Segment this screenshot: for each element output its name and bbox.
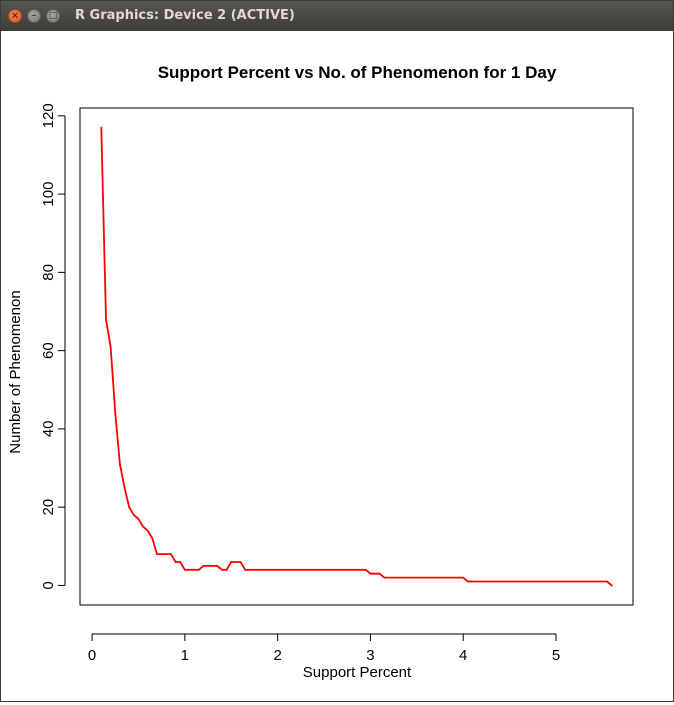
y-axis-label: Number of Phenomenon [7,290,24,453]
series-line [100,126,613,587]
data-point [128,506,131,509]
y-tick-label: 0 [40,581,57,589]
y-tick-label: 80 [40,264,57,281]
minimize-button[interactable]: – [27,9,41,23]
series-layer [100,126,613,587]
x-tick-label: 4 [459,647,467,664]
data-point [244,568,247,571]
data-point [142,525,144,528]
y-axis: 0 20 40 60 80 100 120 [40,103,66,590]
y-tick-label: 40 [40,421,57,438]
data-point [197,568,200,571]
y-tick-label: 100 [40,182,57,207]
x-axis-label: Support Percent [303,664,412,681]
data-point [378,572,381,575]
data-point [383,576,386,579]
data-point [239,561,242,563]
x-axis: 0 1 2 3 4 5 [88,633,560,664]
data-point [225,568,228,571]
data-point [216,564,219,567]
data-point [118,463,121,466]
chart-title: Support Percent vs No. of Phenomenon for… [158,63,557,82]
data-point [179,561,182,563]
title-bar[interactable]: × – □ R Graphics: Device 2 (ACTIVE) [1,1,673,31]
data-point [174,561,177,563]
data-point [606,580,608,583]
data-point [462,576,465,579]
data-point [109,345,112,348]
x-tick-label: 0 [88,647,96,664]
line-chart: Support Percent vs No. of Phenomenon for… [7,63,634,681]
close-button[interactable]: × [8,9,22,23]
data-point [221,568,223,571]
data-point [230,561,233,563]
y-tick-label: 120 [40,103,57,128]
y-tick-label: 60 [40,342,57,359]
maximize-icon: □ [48,11,58,21]
data-point [466,580,469,583]
data-point [364,568,367,571]
data-point [610,584,613,587]
minimize-icon: – [31,11,37,21]
window-title: R Graphics: Device 2 (ACTIVE) [75,8,295,23]
data-point [156,553,158,556]
close-icon: × [11,11,19,21]
x-tick-label: 3 [366,647,374,664]
plot-frame [79,107,634,606]
data-point [202,564,205,567]
data-point [170,553,172,556]
data-point [369,572,372,575]
data-point [123,486,126,489]
data-point [146,529,149,532]
data-point [151,537,154,540]
data-point [100,126,103,129]
data-point [132,514,135,516]
data-point [160,553,163,556]
plot-area: Support Percent vs No. of Phenomenon for… [1,31,673,701]
data-point [137,518,140,520]
y-tick-label: 20 [40,499,57,516]
maximize-button[interactable]: □ [46,9,60,23]
data-point [105,318,107,321]
x-tick-label: 2 [273,647,281,664]
data-point [114,412,117,415]
data-point [183,568,186,571]
x-tick-label: 1 [181,647,189,664]
x-tick-label: 5 [552,647,560,664]
